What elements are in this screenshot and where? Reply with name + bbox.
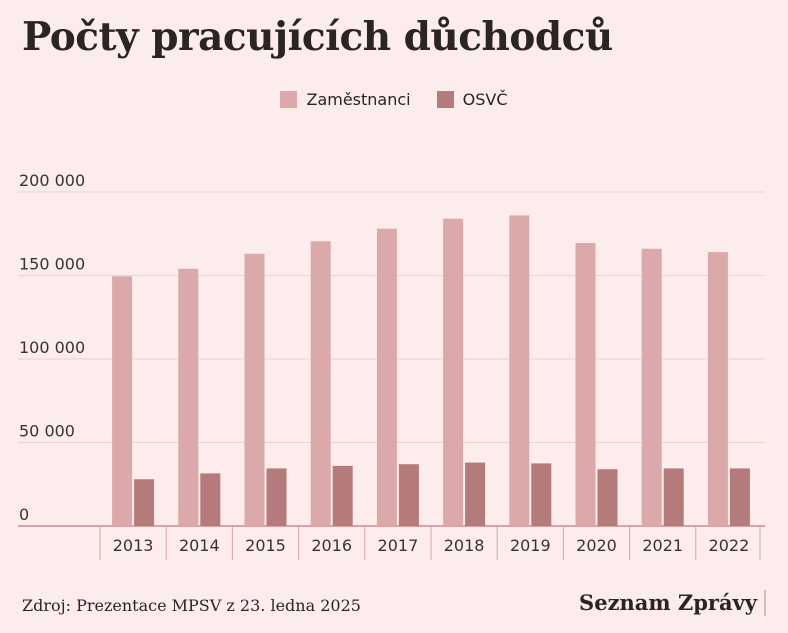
bar-zamestnanci xyxy=(310,241,331,526)
y-tick-label: 100 000 xyxy=(19,338,85,357)
bar-osvc xyxy=(200,473,221,526)
source-note: Zdroj: Prezentace MPSV z 23. ledna 2025 xyxy=(22,596,361,615)
x-tick-label: 2013 xyxy=(113,536,154,555)
x-tick-label: 2021 xyxy=(642,536,683,555)
legend-swatch-osvc xyxy=(436,91,454,108)
legend: Zaměstnanci OSVČ xyxy=(0,90,788,109)
legend-label-osvc: OSVČ xyxy=(462,90,508,109)
brand-logo: Seznam Zprávy xyxy=(579,590,766,616)
x-tick-label: 2016 xyxy=(311,536,352,555)
bar-osvc xyxy=(398,464,419,526)
bar-zamestnanci xyxy=(575,242,596,526)
legend-swatch-zamestnanci xyxy=(280,91,298,108)
legend-item-osvc: OSVČ xyxy=(436,90,508,109)
bar-osvc xyxy=(465,462,486,526)
x-tick-label: 2015 xyxy=(245,536,286,555)
x-tick-label: 2020 xyxy=(576,536,617,555)
bar-zamestnanci xyxy=(376,228,397,527)
bar-zamestnanci xyxy=(178,268,199,526)
bar-osvc xyxy=(729,468,750,526)
bar-zamestnanci xyxy=(509,215,530,526)
legend-item-zamestnanci: Zaměstnanci xyxy=(280,90,411,109)
x-tick-label: 2014 xyxy=(179,536,220,555)
x-tick-label: 2022 xyxy=(709,536,750,555)
legend-label-zamestnanci: Zaměstnanci xyxy=(306,90,411,109)
y-tick-label: 0 xyxy=(19,505,29,524)
bar-osvc xyxy=(266,468,287,526)
bar-osvc xyxy=(332,465,353,526)
bar-osvc xyxy=(597,469,618,526)
bar-zamestnanci xyxy=(443,218,464,526)
bar-zamestnanci xyxy=(112,276,133,526)
bar-chart: 0 50 000 100 000 150 000 200 000 2013 2014 2015… xyxy=(18,171,765,560)
x-tick-label: 2017 xyxy=(378,536,419,555)
x-tick-label: 2018 xyxy=(444,536,485,555)
y-tick-label: 150 000 xyxy=(19,255,85,274)
bar-osvc xyxy=(663,468,684,526)
chart-title: Počty pracujících důchodců xyxy=(22,14,613,60)
bar-zamestnanci xyxy=(707,252,728,526)
bar-zamestnanci xyxy=(641,248,662,526)
x-tick-label: 2019 xyxy=(510,536,551,555)
bar-osvc xyxy=(531,463,552,526)
y-tick-label: 200 000 xyxy=(19,171,85,190)
bar-osvc xyxy=(134,479,155,526)
y-tick-label: 50 000 xyxy=(19,422,75,441)
bar-zamestnanci xyxy=(244,253,265,527)
